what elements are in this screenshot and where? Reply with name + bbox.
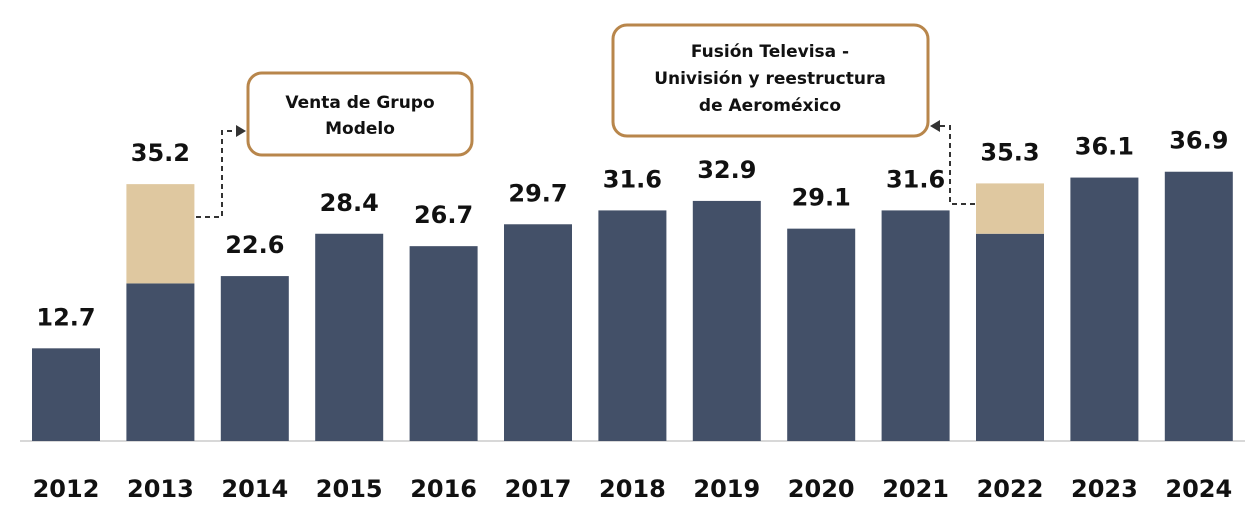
annotation-text: Modelo bbox=[325, 119, 395, 139]
bar-segment bbox=[598, 210, 667, 441]
x-tick-label: 2014 bbox=[221, 475, 288, 503]
bar-segment bbox=[126, 283, 195, 441]
bar-segment bbox=[976, 233, 1044, 441]
bar-segment bbox=[1070, 177, 1139, 441]
annotation-text: Univisión y reestructura bbox=[654, 69, 886, 89]
x-tick-label: 2018 bbox=[599, 475, 666, 503]
annotation-text: Fusión Televisa - bbox=[691, 42, 849, 62]
value-label: 35.3 bbox=[980, 138, 1039, 166]
value-label: 36.1 bbox=[1075, 133, 1134, 161]
value-label: 28.4 bbox=[320, 189, 379, 217]
x-tick-label: 2012 bbox=[33, 475, 100, 503]
annotation-text: de Aeroméxico bbox=[699, 96, 841, 116]
value-label: 29.7 bbox=[508, 179, 567, 207]
bar-segment bbox=[32, 348, 100, 441]
bar-segment bbox=[976, 183, 1044, 234]
bar-segment bbox=[881, 210, 950, 441]
annotation-box bbox=[246, 71, 474, 157]
bar-segment bbox=[787, 228, 856, 441]
bar-segment bbox=[315, 233, 384, 441]
value-label: 26.7 bbox=[414, 201, 473, 229]
bar-segment bbox=[504, 224, 572, 441]
x-tick-label: 2024 bbox=[1165, 475, 1232, 503]
arrow-head bbox=[930, 120, 940, 132]
value-label: 32.9 bbox=[697, 156, 756, 184]
x-tick-label: 2020 bbox=[788, 475, 855, 503]
x-tick-label: 2015 bbox=[316, 475, 383, 503]
bar-segment bbox=[220, 276, 289, 441]
value-label: 22.6 bbox=[225, 231, 284, 259]
value-label: 31.6 bbox=[603, 165, 662, 193]
x-tick-label: 2013 bbox=[127, 475, 194, 503]
x-tick-label: 2023 bbox=[1071, 475, 1138, 503]
bar-segment bbox=[692, 200, 761, 441]
x-tick-label: 2021 bbox=[882, 475, 949, 503]
value-label: 29.1 bbox=[792, 184, 851, 212]
x-tick-label: 2022 bbox=[977, 475, 1044, 503]
bar-segment bbox=[126, 184, 195, 284]
x-tick-label: 2016 bbox=[410, 475, 477, 503]
value-label: 36.9 bbox=[1169, 127, 1228, 155]
annotation-arrow bbox=[940, 125, 975, 205]
annotation-text: Venta de Grupo bbox=[285, 93, 434, 113]
x-tick-label: 2019 bbox=[693, 475, 760, 503]
bar-segment bbox=[409, 246, 478, 441]
value-label: 35.2 bbox=[131, 139, 190, 167]
value-label: 12.7 bbox=[36, 303, 95, 331]
x-tick-label: 2017 bbox=[505, 475, 572, 503]
value-label: 31.6 bbox=[886, 165, 945, 193]
annotation-box bbox=[611, 23, 930, 138]
bar-segment bbox=[1164, 171, 1233, 441]
arrow-head bbox=[236, 125, 246, 137]
annotation-arrow bbox=[196, 130, 238, 218]
